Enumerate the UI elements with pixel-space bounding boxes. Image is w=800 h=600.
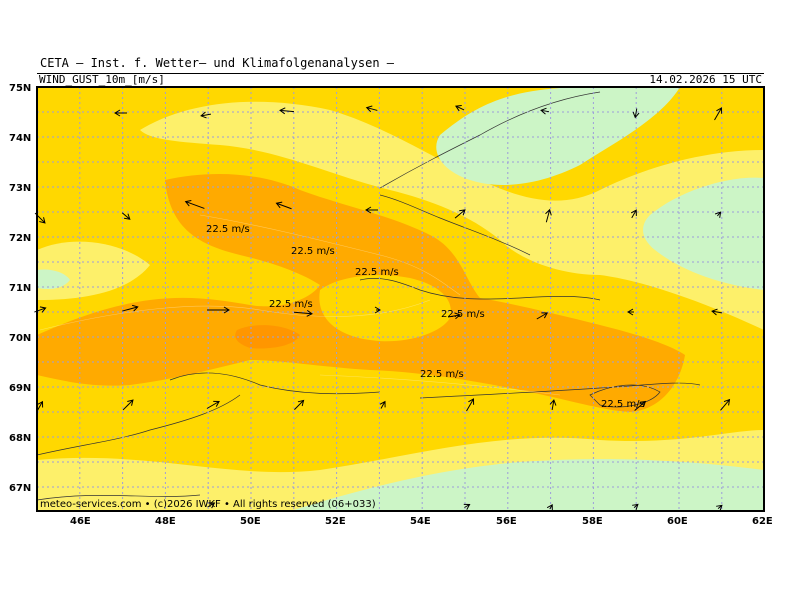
wind-arrow-icon: [714, 211, 722, 218]
lat-label: 71N: [9, 283, 31, 294]
band-light-green-south: [290, 459, 764, 511]
wind-arrows: [34, 104, 731, 512]
lon-axis: 46E 48E 50E 52E 54E 56E 58E 60E 62E: [70, 516, 773, 527]
wind-arrow-icon: [365, 105, 378, 113]
contour-label: 22.5 m/s: [420, 369, 464, 380]
lat-label: 68N: [9, 433, 31, 444]
copyright-footer: meteo-services.com • (c)2026 IWKF • All …: [40, 499, 376, 510]
lat-label: 73N: [9, 183, 31, 194]
contour-labels: 22.5 m/s 22.5 m/s 22.5 m/s 22.5 m/s 22.5…: [206, 224, 645, 410]
wind-arrow-icon: [184, 199, 205, 209]
lat-label: 70N: [9, 333, 31, 344]
contour-label: 22.5 m/s: [206, 224, 250, 235]
lat-label: 67N: [9, 483, 31, 494]
valid-datetime: 14.02.2026 15 UTC: [649, 73, 762, 86]
wind-arrow-icon: [293, 309, 313, 317]
wind-arrow-icon: [122, 304, 139, 312]
header-rule: [37, 73, 764, 86]
contour-label: 22.5 m/s: [269, 299, 313, 310]
wind-arrow-icon: [275, 201, 292, 210]
wind-arrow-icon: [207, 306, 230, 314]
wind-arrow-icon: [720, 398, 731, 411]
lon-label: 62E: [752, 516, 773, 527]
wind-arrow-icon: [454, 209, 466, 219]
lon-label: 50E: [240, 516, 261, 527]
lon-label: 54E: [410, 516, 431, 527]
wind-arrow-icon: [279, 107, 295, 115]
lat-label: 75N: [9, 83, 31, 94]
lon-label: 58E: [582, 516, 603, 527]
map-title: CETA — Inst. f. Wetter— und Klimafolgena…: [40, 56, 395, 70]
band-light-green-west: [37, 269, 70, 290]
wind-arrow-icon: [463, 503, 471, 510]
lon-label: 52E: [325, 516, 346, 527]
contour-label: 22.5 m/s: [601, 399, 645, 410]
gust-field: [37, 87, 764, 511]
wind-arrow-icon: [448, 312, 461, 320]
wind-arrow-icon: [536, 312, 549, 320]
wind-arrow-icon: [114, 109, 127, 117]
wind-arrow-icon: [540, 107, 550, 115]
wind-arrow-icon: [634, 400, 647, 411]
wind-arrow-icon: [627, 308, 634, 316]
lon-label: 48E: [155, 516, 176, 527]
wind-arrow-icon: [632, 503, 639, 511]
wind-arrow-icon: [374, 306, 381, 314]
wind-arrow-icon: [466, 398, 475, 412]
wind-arrow-icon: [455, 104, 465, 112]
band-light-yellow-west: [37, 241, 150, 300]
wind-arrow-icon: [206, 400, 220, 409]
wind-arrow-icon: [545, 208, 552, 223]
wind-arrow-icon: [630, 209, 637, 219]
contour-label: 22.5 m/s: [441, 309, 485, 320]
wind-arrow-icon: [207, 502, 216, 509]
contour-label: 22.5 m/s: [291, 246, 335, 257]
lon-label: 46E: [70, 516, 91, 527]
wind-arrow-icon: [716, 504, 723, 512]
wind-arrow-icon: [711, 308, 723, 316]
lat-axis: 75N 74N 73N 72N 71N 70N 69N 68N 67N: [9, 83, 31, 494]
lat-label: 72N: [9, 233, 31, 244]
lon-label: 60E: [667, 516, 688, 527]
wind-arrow-icon: [365, 206, 378, 214]
parameter-label: WIND_GUST_10m_[m/s]: [39, 73, 165, 86]
wind-arrow-icon: [632, 108, 640, 119]
wind-arrow-icon: [122, 399, 134, 411]
contour-label: 22.5 m/s: [355, 267, 399, 278]
wind-arrow-icon: [546, 503, 553, 511]
wind-arrow-icon: [379, 400, 386, 409]
lat-label: 74N: [9, 133, 31, 144]
lat-label: 69N: [9, 383, 31, 394]
band-yellow-island: [319, 275, 451, 342]
wind-arrow-icon: [714, 107, 723, 121]
wind-arrow-icon: [549, 399, 557, 411]
band-light-yellow-north: [140, 101, 764, 330]
wind-arrow-icon: [37, 400, 44, 411]
wind-arrow-icon: [200, 111, 212, 119]
map-frame: [36, 86, 765, 512]
wind-arrow-icon: [121, 212, 131, 220]
wind-arrow-icon: [294, 399, 305, 410]
lon-label: 56E: [496, 516, 517, 527]
